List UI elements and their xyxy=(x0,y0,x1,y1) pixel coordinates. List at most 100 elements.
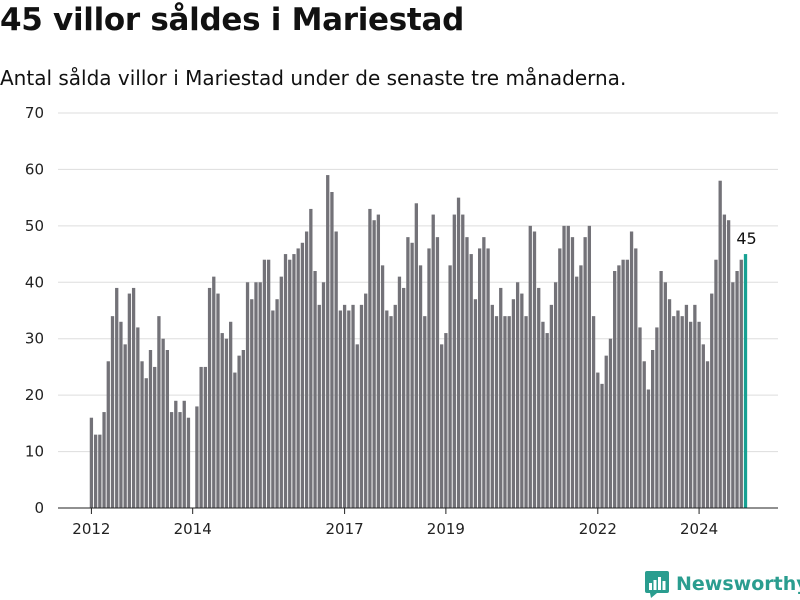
bar xyxy=(701,344,705,508)
bar xyxy=(342,304,347,508)
bar xyxy=(680,316,684,508)
bar xyxy=(317,304,321,508)
bar xyxy=(131,287,136,508)
chart-subtitle: Antal sålda villor i Mariestad under de … xyxy=(0,66,627,90)
bar xyxy=(482,237,486,508)
brand-name: Newsworthy xyxy=(676,573,800,595)
bar xyxy=(499,287,503,508)
bar xyxy=(292,254,296,508)
bar xyxy=(503,316,507,508)
bar xyxy=(532,231,537,508)
bar xyxy=(486,248,490,508)
bar xyxy=(431,214,435,509)
bar xyxy=(625,259,629,508)
bar xyxy=(469,254,473,508)
bar xyxy=(587,225,592,508)
bar xyxy=(655,327,659,508)
bar xyxy=(604,355,608,508)
bar xyxy=(106,361,110,508)
bar xyxy=(524,316,528,508)
x-tick-label: 2012 xyxy=(72,520,110,538)
chart-title: 45 villor såldes i Mariestad xyxy=(0,2,464,38)
bar xyxy=(115,287,119,508)
bar xyxy=(254,282,258,508)
bar xyxy=(136,327,140,508)
bar xyxy=(93,434,98,508)
bar xyxy=(157,316,161,508)
bar xyxy=(718,180,722,508)
x-tick-label: 2024 xyxy=(680,520,718,538)
bar xyxy=(494,316,499,508)
bar xyxy=(596,372,600,508)
bar xyxy=(275,299,279,508)
bar xyxy=(541,321,545,508)
bar xyxy=(659,271,663,508)
bar xyxy=(199,366,203,508)
last-value-label: 45 xyxy=(736,229,756,248)
bar xyxy=(153,366,157,508)
bar xyxy=(195,406,199,508)
bar xyxy=(634,248,638,508)
x-tick-label: 2014 xyxy=(174,520,212,538)
bar xyxy=(663,282,667,508)
bar xyxy=(452,214,456,509)
bar xyxy=(237,355,241,508)
bar xyxy=(174,400,178,508)
bar xyxy=(220,333,224,508)
bar xyxy=(418,265,423,508)
bar xyxy=(380,265,385,508)
bar xyxy=(465,237,469,508)
y-tick-label: 10 xyxy=(25,443,44,461)
bar xyxy=(511,299,516,508)
bar xyxy=(642,361,646,508)
bar xyxy=(309,208,313,508)
y-tick-label: 0 xyxy=(34,499,44,517)
bar xyxy=(127,293,132,508)
bar xyxy=(410,242,414,509)
bar xyxy=(507,316,511,508)
y-tick-label: 50 xyxy=(25,217,44,235)
bar xyxy=(98,434,102,508)
bar xyxy=(266,259,271,508)
bar xyxy=(148,350,153,508)
bar xyxy=(591,316,596,508)
bar xyxy=(182,400,186,508)
bar xyxy=(169,412,174,508)
bar xyxy=(722,214,727,509)
y-axis-labels: 0 10 20 30 40 50 60 70 xyxy=(25,104,44,517)
bar xyxy=(313,271,317,508)
bar xyxy=(207,287,212,508)
bar xyxy=(600,383,604,508)
bar xyxy=(334,231,338,508)
bar xyxy=(279,276,283,508)
bar xyxy=(735,271,739,508)
bar xyxy=(326,175,330,509)
bar xyxy=(693,304,697,508)
bar xyxy=(161,338,165,508)
bar xyxy=(608,338,613,508)
bar xyxy=(212,276,216,508)
bar xyxy=(186,417,191,508)
bar xyxy=(271,310,275,508)
bar xyxy=(351,304,355,508)
bar xyxy=(110,316,115,508)
annotations: 45 xyxy=(736,229,756,248)
bar xyxy=(393,304,397,508)
bar xyxy=(726,220,731,508)
bar xyxy=(102,412,106,508)
bar xyxy=(245,282,250,508)
bar xyxy=(414,203,418,509)
bar xyxy=(364,293,368,508)
bar xyxy=(359,304,364,508)
bar xyxy=(520,293,524,508)
bar xyxy=(406,237,410,508)
bar xyxy=(283,254,288,508)
x-tick-label: 2022 xyxy=(579,520,617,538)
bar xyxy=(250,299,254,508)
bar xyxy=(621,259,625,508)
y-tick-label: 30 xyxy=(25,330,44,348)
bar xyxy=(714,259,718,508)
bar xyxy=(613,271,617,508)
bar xyxy=(545,333,549,508)
bar xyxy=(385,310,389,508)
